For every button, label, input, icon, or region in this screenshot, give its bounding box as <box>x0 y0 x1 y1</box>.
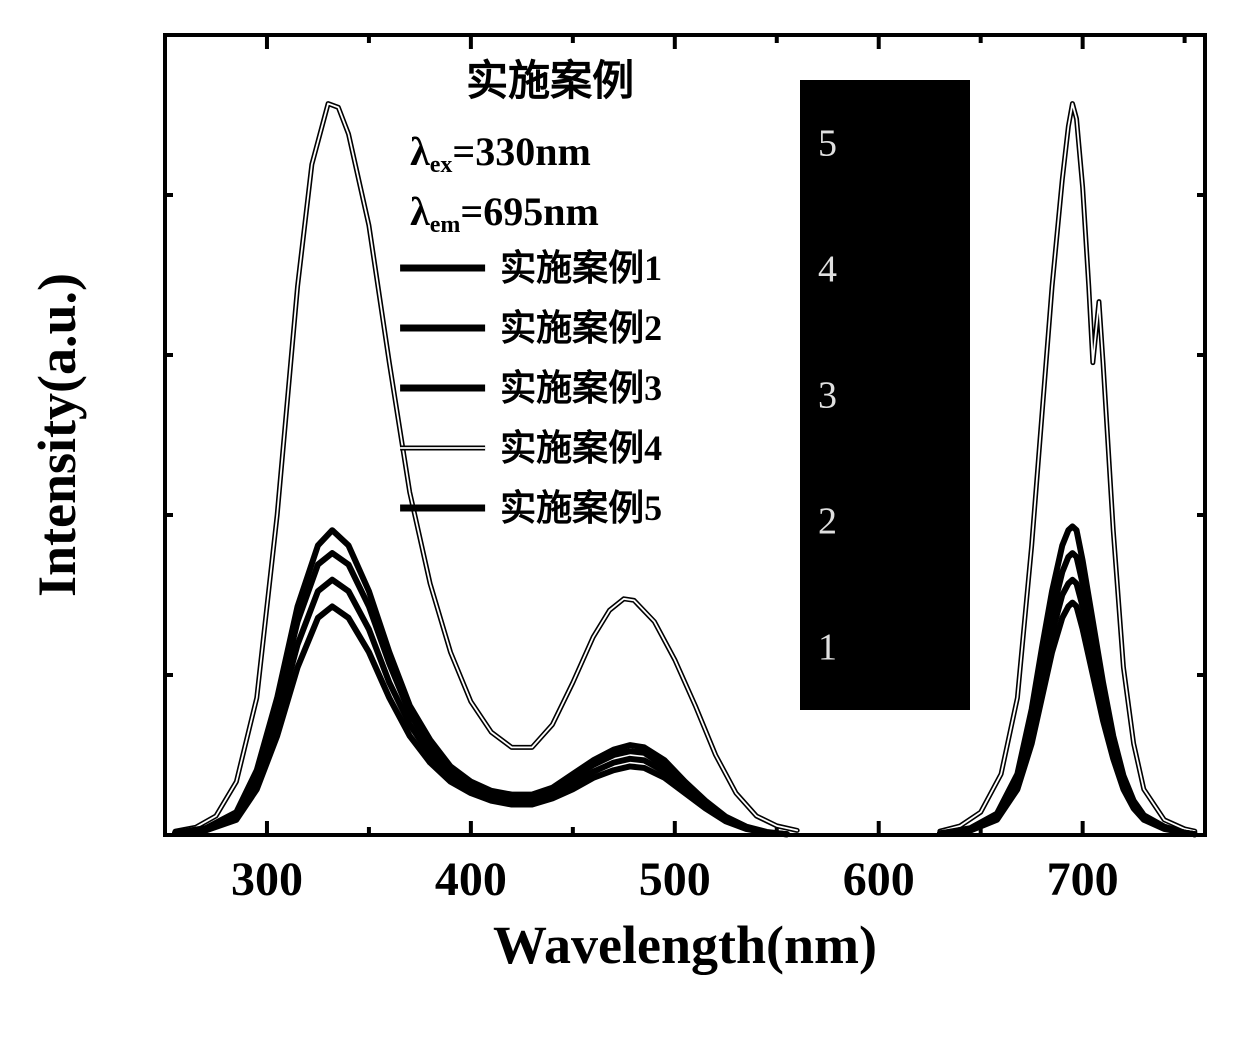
series-case5_excitation <box>175 530 787 834</box>
legend-item-label: 实施案例3 <box>500 368 662 408</box>
y-axis-label: Intensity(a.u.) <box>27 273 87 597</box>
plot-border <box>165 35 1205 835</box>
inset-label: 3 <box>818 375 837 417</box>
inset-label: 2 <box>818 501 837 543</box>
legend-item-label: 实施案例2 <box>500 308 662 348</box>
param-ex: λex=330nm <box>410 129 591 178</box>
legend-item-label: 实施案例1 <box>500 248 662 288</box>
xtick-label: 500 <box>639 853 711 906</box>
inset-label: 4 <box>818 249 837 291</box>
xtick-label: 400 <box>435 853 507 906</box>
inset-label: 5 <box>818 123 837 165</box>
inset-label: 1 <box>818 627 837 669</box>
legend-item-label: 实施案例5 <box>500 488 662 528</box>
spectrum-chart: 300 400 500 600 700 Wavelength(nm) Intensity(a… <box>0 0 1240 1041</box>
series-case3_emission <box>940 553 1195 834</box>
xtick-label: 600 <box>843 853 915 906</box>
series-case5_emission <box>940 526 1195 834</box>
legend-title: 实施案例 <box>466 58 634 105</box>
series-case2_emission <box>940 580 1195 834</box>
param-em: λem=695nm <box>410 189 599 238</box>
series-case4_emission-core <box>940 104 1195 832</box>
xtick-label: 700 <box>1047 853 1119 906</box>
series-case1_emission <box>940 603 1195 835</box>
x-axis-label: Wavelength(nm) <box>493 915 877 975</box>
legend-item-label: 实施案例4 <box>500 428 662 468</box>
xtick-label: 300 <box>231 853 303 906</box>
series-case4_emission <box>940 104 1195 832</box>
chart-svg: 300 400 500 600 700 Wavelength(nm) Intensity(a… <box>0 0 1240 1041</box>
